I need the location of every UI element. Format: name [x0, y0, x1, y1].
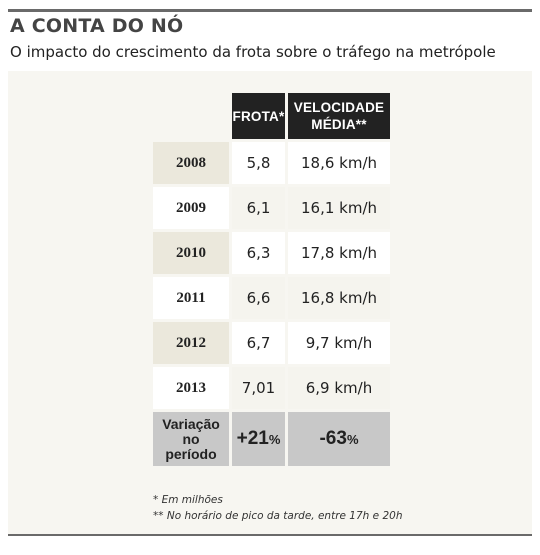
variation-velocidade: -63% — [288, 412, 390, 466]
variation-label-line3: período — [165, 445, 217, 462]
header-row: FROTA* VELOCIDADE MÉDIA** — [153, 93, 390, 139]
frota-cell: 6,6 — [232, 277, 285, 319]
velocidade-cell: 17,8 km/h — [288, 232, 390, 274]
frota-cell: 6,7 — [232, 322, 285, 364]
variation-label: Variação no período — [153, 412, 229, 466]
column-header-velocidade: VELOCIDADE MÉDIA** — [288, 93, 390, 139]
variation-label-line1: Variação — [162, 415, 220, 432]
frota-cell: 5,8 — [232, 142, 285, 184]
variation-velocidade-unit: % — [346, 432, 359, 447]
year-cell: 2011 — [153, 277, 229, 319]
table-row: 2012 6,7 9,7 km/h — [153, 322, 390, 364]
bottom-rule — [8, 534, 532, 536]
variation-row: Variação no período +21% -63% — [153, 412, 390, 466]
top-rule — [8, 9, 532, 12]
column-header-frota-text: FROTA* — [232, 108, 285, 124]
data-table: FROTA* VELOCIDADE MÉDIA** 2008 5,8 18,6 … — [150, 90, 393, 469]
chart-title: A CONTA DO NÓ — [10, 15, 184, 37]
table-row: 2010 6,3 17,8 km/h — [153, 232, 390, 274]
table-row: 2009 6,1 16,1 km/h — [153, 187, 390, 229]
velocidade-cell: 18,6 km/h — [288, 142, 390, 184]
velocidade-cell: 9,7 km/h — [288, 322, 390, 364]
table-row: 2013 7,01 6,9 km/h — [153, 367, 390, 409]
column-header-velocidade-line2: MÉDIA** — [311, 117, 367, 132]
table-row: 2008 5,8 18,6 km/h — [153, 142, 390, 184]
year-cell: 2009 — [153, 187, 229, 229]
velocidade-cell: 6,9 km/h — [288, 367, 390, 409]
corner-cell — [153, 93, 229, 139]
variation-frota-number: +21 — [236, 428, 269, 449]
column-header-frota: FROTA* — [232, 93, 285, 139]
variation-frota: +21% — [232, 412, 285, 466]
velocidade-cell: 16,8 km/h — [288, 277, 390, 319]
year-cell: 2008 — [153, 142, 229, 184]
year-cell: 2013 — [153, 367, 229, 409]
year-cell: 2012 — [153, 322, 229, 364]
frota-cell: 6,3 — [232, 232, 285, 274]
footnote-velocidade: ** No horário de pico da tarde, entre 17… — [153, 510, 403, 522]
column-header-velocidade-line1: VELOCIDADE — [293, 100, 385, 115]
variation-frota-unit: % — [268, 432, 281, 447]
chart-subtitle: O impacto do crescimento da frota sobre … — [10, 43, 496, 61]
frota-cell: 7,01 — [232, 367, 285, 409]
footnote-frota: * Em milhões — [153, 494, 223, 506]
frota-cell: 6,1 — [232, 187, 285, 229]
year-cell: 2010 — [153, 232, 229, 274]
table-row: 2011 6,6 16,8 km/h — [153, 277, 390, 319]
variation-velocidade-number: -63 — [319, 428, 347, 449]
variation-label-line2: no — [182, 430, 200, 447]
velocidade-cell: 16,1 km/h — [288, 187, 390, 229]
